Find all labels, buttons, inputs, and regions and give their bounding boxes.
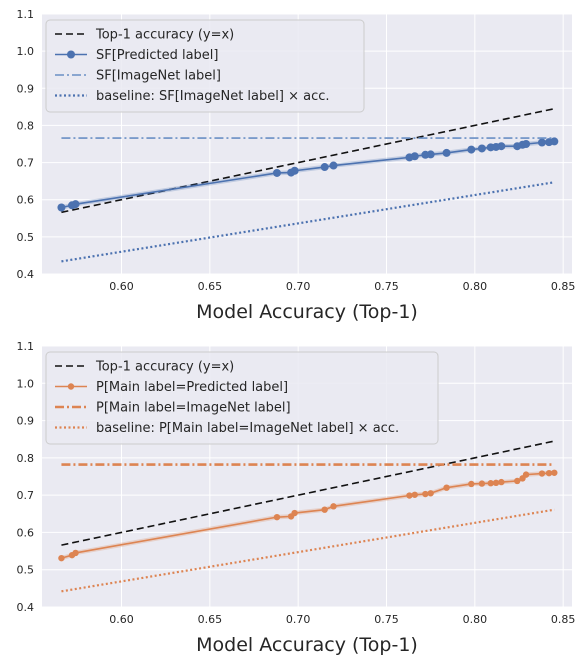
data-point xyxy=(406,492,413,499)
legend-label: P[Main label=Predicted label] xyxy=(96,380,288,395)
data-point xyxy=(550,137,559,146)
data-point xyxy=(477,144,486,153)
data-point xyxy=(478,480,486,487)
y-tick-label: 0.6 xyxy=(17,194,35,207)
x-tick-label: 0.65 xyxy=(198,613,223,626)
x-tick-label: 0.85 xyxy=(551,280,575,293)
y-tick-label: 0.5 xyxy=(17,231,35,244)
y-tick-label: 1.1 xyxy=(17,340,35,353)
y-tick-label: 0.7 xyxy=(17,157,35,170)
x-tick-label: 0.70 xyxy=(286,613,311,626)
y-tick-label: 0.5 xyxy=(17,564,35,577)
data-point xyxy=(537,138,546,147)
y-tick-label: 0.7 xyxy=(17,489,35,502)
data-point xyxy=(498,478,505,486)
y-tick-label: 1.0 xyxy=(17,45,35,58)
data-point xyxy=(467,145,476,154)
legend-label: P[Main label=ImageNet label] xyxy=(96,401,291,416)
series-0 xyxy=(61,440,555,546)
y-tick-label: 0.9 xyxy=(17,415,35,428)
y-tick-label: 0.4 xyxy=(17,268,35,281)
data-point xyxy=(321,506,328,513)
data-point xyxy=(72,549,79,557)
data-point xyxy=(538,470,546,477)
data-point xyxy=(330,503,337,510)
x-tick-label: 0.80 xyxy=(463,280,488,293)
data-point xyxy=(291,509,298,517)
legend-label: baseline: SF[ImageNet label] × acc. xyxy=(96,89,330,104)
legend-label: baseline: P[Main label=ImageNet label] ×… xyxy=(96,421,399,436)
y-tick-label: 0.6 xyxy=(17,526,35,539)
data-point xyxy=(329,161,338,170)
data-point xyxy=(545,469,553,477)
legend-marker xyxy=(67,383,75,390)
data-point xyxy=(422,490,429,498)
x-tick-label: 0.70 xyxy=(286,280,311,293)
legend-label: SF[Predicted label] xyxy=(96,48,218,63)
x-tick-label: 0.85 xyxy=(551,613,575,626)
series-1 xyxy=(57,137,559,212)
data-point xyxy=(487,480,494,487)
data-point xyxy=(492,479,500,487)
data-point xyxy=(272,168,281,177)
legend: Top-1 accuracy (y=x) SF[Predicted label] S… xyxy=(45,19,365,113)
x-axis-label: Model Accuracy (Top-1) xyxy=(196,634,418,656)
data-point xyxy=(522,471,530,478)
data-point xyxy=(468,480,475,488)
x-axis-label: Model Accuracy (Top-1) xyxy=(196,301,418,323)
data-point xyxy=(57,203,66,212)
legend-marker xyxy=(67,50,75,59)
legend-box xyxy=(45,351,439,445)
series-line xyxy=(61,440,555,546)
y-tick-label: 0.8 xyxy=(17,119,35,132)
data-point xyxy=(442,148,451,157)
x-tick-label: 0.75 xyxy=(374,613,399,626)
data-point xyxy=(411,491,418,498)
legend-box xyxy=(45,19,365,113)
series-0 xyxy=(61,107,555,214)
x-tick-label: 0.60 xyxy=(109,280,134,293)
data-point xyxy=(443,484,450,491)
data-point xyxy=(273,513,281,521)
legend: Top-1 accuracy (y=x) P[Main label=Predict… xyxy=(45,351,439,445)
data-point xyxy=(410,152,419,161)
legend-label: Top-1 accuracy (y=x) xyxy=(95,28,234,43)
bottom-chart: 0.60 0.65 0.70 0.75 0.80 0.85 0.4 0.5 0.6 0.7 0.8 0… xyxy=(17,340,575,656)
data-point xyxy=(551,469,558,476)
y-tick-label: 0.9 xyxy=(17,82,35,95)
x-tick-label: 0.60 xyxy=(109,613,134,626)
y-tick-label: 0.4 xyxy=(17,601,35,614)
data-point xyxy=(497,142,506,151)
top-chart: 0.60 0.65 0.70 0.75 0.80 0.85 0.4 0.5 0.6 0.7 0.8 0… xyxy=(17,8,575,323)
data-point xyxy=(58,554,65,562)
y-tick-label: 0.8 xyxy=(17,452,35,465)
legend-label: SF[ImageNet label] xyxy=(96,69,221,84)
data-point xyxy=(320,163,329,172)
data-point xyxy=(426,150,435,159)
y-tick-label: 1.1 xyxy=(17,8,35,21)
legend-label: Top-1 accuracy (y=x) xyxy=(95,360,234,375)
x-tick-label: 0.80 xyxy=(463,613,488,626)
x-tick-label: 0.65 xyxy=(198,280,223,293)
y-tick-label: 1.0 xyxy=(17,377,35,390)
data-point xyxy=(514,477,521,485)
data-point xyxy=(71,200,80,209)
data-point xyxy=(427,490,434,497)
data-point xyxy=(522,140,531,148)
series-line xyxy=(61,107,555,214)
x-tick-label: 0.75 xyxy=(374,280,399,293)
series-1 xyxy=(58,469,558,562)
data-point xyxy=(290,166,299,175)
